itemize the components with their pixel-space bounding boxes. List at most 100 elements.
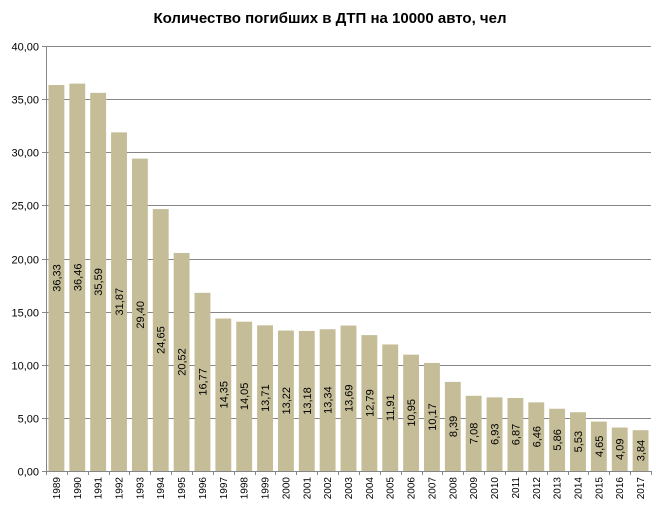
data-label: 6,46 bbox=[531, 426, 543, 447]
data-label: 11,91 bbox=[385, 394, 397, 421]
bar bbox=[549, 408, 566, 471]
y-tick-label: 20,00 bbox=[11, 255, 39, 267]
x-tick-label: 1993 bbox=[135, 477, 146, 500]
x-tick-label: 2017 bbox=[636, 477, 647, 500]
bar bbox=[152, 209, 169, 471]
y-tick-label: 40,00 bbox=[11, 42, 39, 54]
x-tick-label: 1998 bbox=[240, 477, 251, 500]
data-label: 10,17 bbox=[427, 403, 439, 431]
bar bbox=[382, 344, 399, 471]
x-tick-label: 2004 bbox=[365, 477, 376, 500]
bar bbox=[340, 325, 357, 471]
x-tick-label: 1991 bbox=[94, 477, 105, 500]
x-tick-label: 2001 bbox=[302, 477, 313, 500]
x-tick-label: 1997 bbox=[219, 477, 230, 500]
bar bbox=[465, 395, 482, 471]
data-label: 5,86 bbox=[552, 429, 564, 450]
x-tick-label: 2014 bbox=[573, 477, 584, 500]
x-tick-label: 1990 bbox=[73, 477, 84, 500]
bar bbox=[236, 321, 253, 471]
bar bbox=[257, 325, 273, 471]
y-axis-tick-labels: 0,00 5,00 10,00 15,00 20,00 25,00 30,00 35,00 40… bbox=[11, 42, 39, 479]
data-label: 14,05 bbox=[239, 383, 251, 411]
data-label: 36,33 bbox=[51, 264, 63, 292]
bars bbox=[48, 83, 649, 472]
data-label: 20,52 bbox=[177, 348, 189, 376]
data-label: 12,79 bbox=[364, 389, 376, 417]
bar bbox=[632, 430, 649, 471]
x-tick-label: 2009 bbox=[469, 477, 480, 500]
data-label: 16,77 bbox=[197, 368, 209, 396]
data-label: 7,08 bbox=[469, 423, 481, 444]
y-tick-label: 25,00 bbox=[11, 201, 39, 213]
data-label: 13,18 bbox=[302, 387, 314, 415]
data-label: 6,87 bbox=[510, 424, 522, 445]
x-tick-label: 1999 bbox=[261, 477, 272, 500]
bar bbox=[215, 318, 232, 471]
y-tick-label: 30,00 bbox=[11, 148, 39, 160]
x-tick-label: 2008 bbox=[448, 477, 459, 500]
y-tick-label: 10,00 bbox=[11, 361, 39, 373]
bar bbox=[444, 381, 461, 471]
x-tick-label: 2015 bbox=[594, 477, 605, 500]
y-tick-label: 35,00 bbox=[11, 95, 39, 107]
x-tick-label: 2000 bbox=[281, 477, 292, 500]
bar bbox=[298, 330, 315, 471]
data-label: 13,69 bbox=[344, 385, 356, 413]
x-tick-label: 2010 bbox=[490, 477, 501, 500]
data-label: 5,53 bbox=[573, 431, 585, 452]
data-label: 4,09 bbox=[615, 439, 627, 460]
chart-title: Количество погибших в ДТП на 10000 авто,… bbox=[153, 10, 506, 27]
x-tick-label: 2002 bbox=[323, 477, 334, 500]
bar bbox=[590, 421, 607, 471]
bar bbox=[361, 335, 378, 471]
data-label: 31,87 bbox=[114, 288, 126, 316]
data-label: 24,65 bbox=[156, 326, 168, 354]
data-labels: 36,33 36,46 35,59 31,87 29,40 24,65 20,52 16,77… bbox=[51, 264, 647, 462]
data-label: 14,35 bbox=[218, 381, 230, 409]
bar bbox=[194, 292, 211, 471]
bar bbox=[570, 412, 586, 471]
bar bbox=[424, 362, 440, 471]
bar bbox=[507, 398, 524, 471]
bar bbox=[111, 132, 127, 471]
x-tick-label: 2007 bbox=[427, 477, 438, 500]
x-tick-label: 2012 bbox=[532, 477, 543, 500]
bar bbox=[90, 92, 107, 472]
data-label: 13,34 bbox=[323, 386, 335, 414]
data-label: 6,93 bbox=[490, 423, 502, 444]
bar bbox=[528, 402, 545, 471]
x-tick-label: 2003 bbox=[344, 477, 355, 500]
data-label: 13,22 bbox=[281, 387, 293, 415]
bar bbox=[486, 397, 503, 471]
x-tick-label: 1996 bbox=[198, 477, 209, 500]
x-tick-label: 1995 bbox=[177, 477, 188, 500]
bar bbox=[173, 252, 190, 471]
x-tick-label: 1989 bbox=[52, 477, 63, 500]
data-label: 36,46 bbox=[72, 264, 84, 292]
bar bbox=[131, 158, 148, 472]
x-tick-label: 1994 bbox=[156, 477, 167, 500]
bar bbox=[69, 83, 86, 472]
x-tick-label: 2005 bbox=[386, 477, 397, 500]
data-label: 3,84 bbox=[636, 440, 648, 461]
bar bbox=[48, 84, 65, 472]
data-label: 29,40 bbox=[135, 301, 147, 329]
bar bbox=[277, 330, 294, 471]
data-label: 8,39 bbox=[448, 416, 460, 437]
data-label: 10,95 bbox=[406, 399, 418, 427]
bar bbox=[403, 354, 420, 471]
x-tick-label: 2006 bbox=[407, 477, 418, 500]
y-tick-label: 5,00 bbox=[18, 414, 39, 426]
data-label: 4,65 bbox=[594, 436, 606, 457]
data-label: 13,71 bbox=[260, 384, 272, 412]
data-label: 35,59 bbox=[93, 268, 105, 296]
y-tick-label: 0,00 bbox=[18, 467, 39, 479]
bar bbox=[611, 427, 628, 471]
x-tick-label: 2013 bbox=[553, 477, 564, 500]
x-tick-label: 2016 bbox=[615, 477, 626, 500]
x-axis-tick-labels: 1989 1990 1991 1992 1993 1994 1995 1996 1997 1998… bbox=[52, 477, 647, 500]
y-tick-label: 15,00 bbox=[11, 308, 39, 320]
